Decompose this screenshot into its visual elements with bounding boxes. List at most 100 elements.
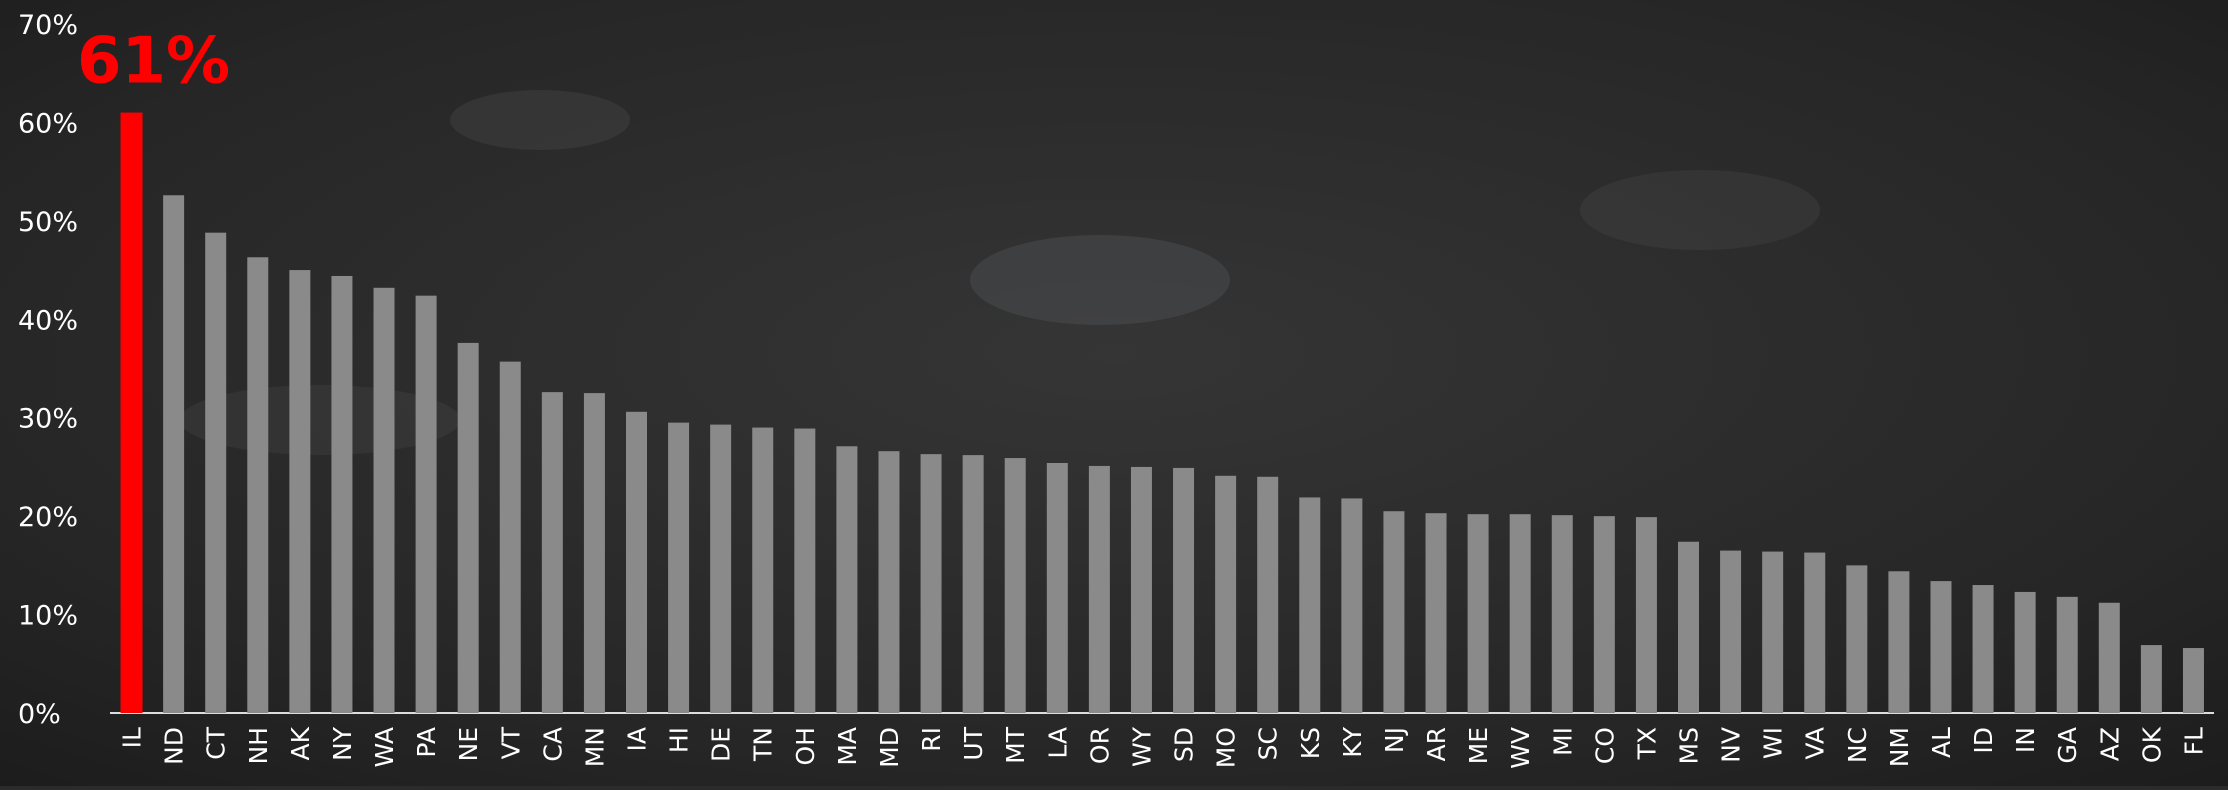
bar-mn xyxy=(583,393,605,713)
bar-nc xyxy=(1846,565,1868,713)
bars xyxy=(120,112,2204,714)
x-tick-label: IA xyxy=(623,727,652,751)
bar-nh xyxy=(247,257,269,713)
bar-ma xyxy=(836,446,858,713)
x-tick-label: MN xyxy=(580,727,609,767)
x-tick-label: UT xyxy=(959,726,988,760)
x-tick-label: MO xyxy=(1212,727,1241,768)
x-tick-label: SD xyxy=(1170,727,1199,762)
x-tick-label: ME xyxy=(1464,727,1493,764)
bar-nj xyxy=(1383,511,1405,713)
bar-ny xyxy=(331,275,353,713)
bar-ks xyxy=(1299,497,1321,713)
x-tick-label: FL xyxy=(2179,727,2208,755)
x-tick-label: LA xyxy=(1043,727,1072,759)
x-tick-label: NC xyxy=(1843,727,1872,763)
bar-ca xyxy=(541,392,563,713)
x-tick-label: IL xyxy=(118,727,147,748)
bar-ri xyxy=(920,454,942,713)
x-tick-label: DE xyxy=(707,727,736,762)
x-tick-label: RI xyxy=(917,727,946,752)
x-tick-label: MS xyxy=(1675,727,1704,764)
x-tick-label: KY xyxy=(1338,726,1367,758)
bar-va xyxy=(1804,552,1826,713)
bar-nm xyxy=(1888,571,1910,713)
bar-or xyxy=(1088,465,1110,713)
x-tick-label: VA xyxy=(1801,727,1830,760)
x-tick-label: AL xyxy=(1927,727,1956,758)
bar-wa xyxy=(373,287,395,713)
bar-ct xyxy=(205,232,227,713)
bar-hi xyxy=(668,422,690,713)
x-tick-label: NJ xyxy=(1380,727,1409,753)
bar-ut xyxy=(962,455,984,713)
x-tick-label: MD xyxy=(875,727,904,768)
highlight-value-label: 61% xyxy=(77,25,230,99)
bar-mo xyxy=(1215,475,1237,713)
bar-wi xyxy=(1762,551,1784,713)
bar-nv xyxy=(1720,550,1742,713)
bar-ga xyxy=(2056,596,2078,713)
bar-vt xyxy=(499,361,521,713)
y-tick-label: 50% xyxy=(18,207,78,238)
x-tick-label: WY xyxy=(1127,726,1156,767)
bar-tn xyxy=(752,427,774,713)
x-tick-label: CA xyxy=(538,727,567,762)
bar-pa xyxy=(415,295,437,713)
bar-sc xyxy=(1257,476,1279,713)
bar-az xyxy=(2098,602,2120,713)
x-tick-label: ID xyxy=(1969,727,1998,754)
bar-al xyxy=(1930,581,1952,713)
x-tick-label: ND xyxy=(160,727,189,765)
x-tick-label: NV xyxy=(1717,727,1746,763)
y-tick-label: 70% xyxy=(18,10,78,41)
x-tick-label: NM xyxy=(1885,727,1914,767)
x-tick-label: VT xyxy=(496,726,525,759)
x-tick-label: MI xyxy=(1548,727,1577,756)
x-tick-label: CO xyxy=(1590,727,1619,764)
bar-in xyxy=(2014,591,2036,713)
x-tick-label: HI xyxy=(665,727,694,753)
y-tick-label: 30% xyxy=(18,404,78,435)
bar-ia xyxy=(626,411,647,713)
bar-ak xyxy=(289,270,311,713)
bar-mi xyxy=(1551,515,1573,713)
x-tick-label: TN xyxy=(749,727,778,762)
x-tick-label: NY xyxy=(328,726,357,761)
bar-de xyxy=(710,424,732,713)
y-tick-label: 0% xyxy=(18,699,61,730)
x-tick-label: AR xyxy=(1422,727,1451,761)
bar-il xyxy=(120,112,143,714)
bar-la xyxy=(1046,462,1068,713)
x-tick-label: KS xyxy=(1296,727,1325,759)
x-tick-label: MA xyxy=(833,727,862,766)
x-tick-label: AK xyxy=(286,726,315,760)
bar-co xyxy=(1593,516,1615,713)
y-tick-label: 40% xyxy=(18,305,78,336)
x-axis-labels: IL ND CT NH AK NY WA PA NE VT CA MN IA HI DE TN OH MA MD RI… xyxy=(118,726,2209,769)
bar-ar xyxy=(1425,513,1447,713)
bar-me xyxy=(1467,514,1489,713)
x-tick-label: WI xyxy=(1759,727,1788,759)
y-tick-label: 60% xyxy=(18,108,78,139)
y-axis: 0% 10% 20% 30% 40% 50% 60% 70% xyxy=(18,10,78,730)
y-tick-label: 20% xyxy=(18,502,78,533)
x-tick-label: CT xyxy=(202,726,231,759)
x-tick-label: IN xyxy=(2011,727,2040,753)
x-tick-label: MT xyxy=(1001,726,1030,764)
x-tick-label: NE xyxy=(454,727,483,762)
x-tick-label: WV xyxy=(1506,727,1535,769)
bar-ms xyxy=(1678,541,1699,713)
bar-sd xyxy=(1173,467,1195,713)
x-tick-label: OK xyxy=(2137,726,2166,763)
x-tick-label: PA xyxy=(412,727,441,758)
bar-md xyxy=(878,451,900,713)
bar-wy xyxy=(1130,466,1152,713)
x-tick-label: WA xyxy=(370,727,399,767)
x-tick-label: AZ xyxy=(2095,727,2124,761)
bar-fl xyxy=(2182,648,2204,713)
bar-oh xyxy=(794,428,816,713)
x-tick-label: SC xyxy=(1254,727,1283,760)
